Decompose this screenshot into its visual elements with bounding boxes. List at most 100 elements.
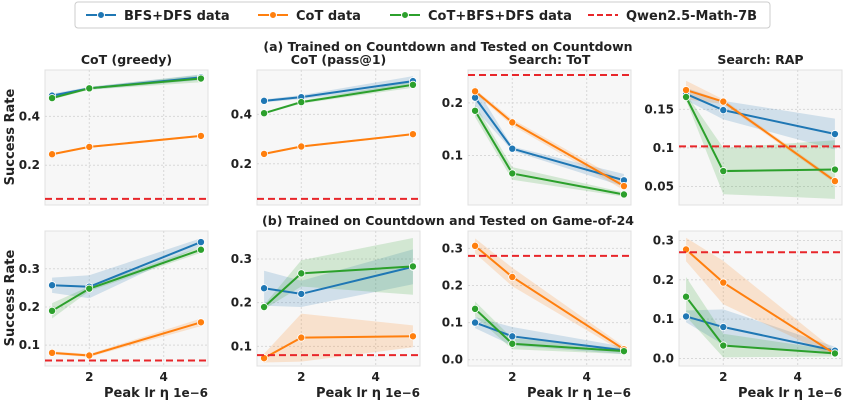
data-point [830, 130, 839, 139]
data-point [48, 306, 57, 315]
x-tick-label: 4 [372, 370, 380, 384]
data-point [508, 144, 517, 153]
data-point [471, 241, 480, 250]
y-tick-label: 0.4 [19, 109, 40, 123]
panel-0: 0.2 0.4 CoT (greedy) [19, 52, 209, 206]
data-point [260, 284, 269, 293]
panel-7: 2 4 0.0 0.1 0.2 0.3 Peak lr η 1e−6 [653, 230, 843, 401]
data-point [471, 106, 480, 115]
panel-3: 0.05 0.1 0.15 Search: RAP [644, 52, 843, 206]
panel-5: 2 4 0.1 0.2 0.3 Peak lr η 1e−6 [231, 230, 421, 401]
legend: BFS+DFS data CoT data CoT+BFS+DFS data Q… [74, 1, 771, 29]
data-point [297, 142, 306, 151]
confidence-band [264, 237, 413, 310]
plot-area [678, 230, 843, 367]
row-a-title: (a) Trained on Countdown and Tested on C… [263, 39, 632, 54]
legend-frame [74, 1, 771, 29]
x-axis-label: Peak lr η [527, 386, 592, 401]
x-tick-label: 4 [583, 370, 591, 384]
y-tick-label: 0.2 [19, 158, 40, 172]
panel-6: 2 4 0.0 0.1 0.2 0.3 Peak lr η 1e−6 [442, 230, 632, 401]
data-point [719, 278, 728, 287]
x-offset-label: 1e−6 [807, 386, 842, 400]
data-point [297, 333, 306, 342]
data-point [508, 118, 517, 127]
y-tick-label: 0.3 [231, 252, 252, 266]
data-point [48, 281, 57, 290]
y-tick-label: 0.1 [231, 339, 252, 353]
data-point [85, 84, 94, 93]
panel-title: CoT (greedy) [81, 52, 172, 67]
panel-2: 0.1 0.2 Search: ToT [442, 52, 632, 206]
data-point [260, 303, 269, 312]
y-tick-label: 0.2 [231, 296, 252, 310]
confidence-band [52, 246, 201, 319]
data-point [619, 190, 628, 199]
legend-marker-green [401, 11, 409, 19]
y-tick-label: 0.3 [653, 233, 674, 247]
data-point [619, 182, 628, 191]
data-point [682, 312, 691, 321]
data-point [196, 131, 205, 140]
data-point [719, 97, 728, 106]
x-axis-label: Peak lr η [738, 386, 803, 401]
legend-label-cot-bfs-dfs: CoT+BFS+DFS data [428, 9, 572, 24]
plot-area [467, 230, 632, 367]
y-tick-label: 0.1 [442, 316, 463, 330]
x-tick-label: 2 [297, 370, 305, 384]
plot-area [467, 69, 632, 206]
y-tick-label: 0.1 [653, 141, 674, 155]
data-point [48, 94, 57, 103]
y-tick-label: 0.2 [442, 96, 463, 110]
data-point [85, 284, 94, 293]
y-tick-label: 0.3 [442, 241, 463, 255]
data-point [260, 96, 269, 105]
data-point [260, 109, 269, 118]
legend-label-qwen: Qwen2.5-Math-7B [626, 9, 757, 24]
y-tick-label: 0.2 [653, 273, 674, 287]
data-point [682, 93, 691, 102]
confidence-band [686, 80, 835, 184]
data-point [719, 167, 728, 176]
y-tick-label: 0.0 [653, 352, 674, 366]
data-point [830, 177, 839, 186]
y-tick-label: 0.1 [19, 338, 40, 352]
data-point [471, 318, 480, 327]
data-point [85, 142, 94, 151]
y-tick-label: 0.15 [644, 102, 674, 116]
data-point [719, 106, 728, 115]
data-point [682, 292, 691, 301]
data-point [508, 169, 517, 178]
legend-label-cot: CoT data [296, 9, 361, 24]
x-tick-label: 2 [719, 370, 727, 384]
panel-4: 2 4 0.1 0.2 0.3 Peak lr η 1e−6 [19, 230, 209, 401]
y-tick-label: 0.1 [653, 312, 674, 326]
x-tick-label: 2 [508, 370, 516, 384]
x-tick-label: 4 [160, 370, 168, 384]
x-offset-label: 1e−6 [173, 386, 208, 400]
data-point [508, 272, 517, 281]
confidence-band [475, 238, 624, 353]
confidence-band [686, 237, 835, 357]
x-offset-label: 1e−6 [596, 386, 631, 400]
data-point [719, 323, 728, 332]
data-point [196, 238, 205, 247]
legend-label-bfs-dfs: BFS+DFS data [124, 9, 230, 24]
data-point [48, 150, 57, 159]
data-point [196, 74, 205, 83]
y-tick-label: 0.2 [19, 300, 40, 314]
panel-1: 0.2 0.4 CoT (pass@1) [231, 52, 421, 206]
data-point [297, 98, 306, 107]
x-tick-label: 4 [794, 370, 802, 384]
data-point [830, 349, 839, 358]
y-tick-label: 0.4 [231, 107, 252, 121]
legend-marker-blue [97, 11, 105, 19]
y-axis-label-row-b: Success Rate [3, 249, 18, 346]
legend-marker-orange [269, 11, 277, 19]
data-point [260, 149, 269, 158]
data-point [408, 332, 417, 341]
row-b-title: (b) Trained on Countdown and Tested on G… [262, 213, 634, 228]
y-tick-label: 0.3 [19, 262, 40, 276]
data-point [408, 80, 417, 89]
